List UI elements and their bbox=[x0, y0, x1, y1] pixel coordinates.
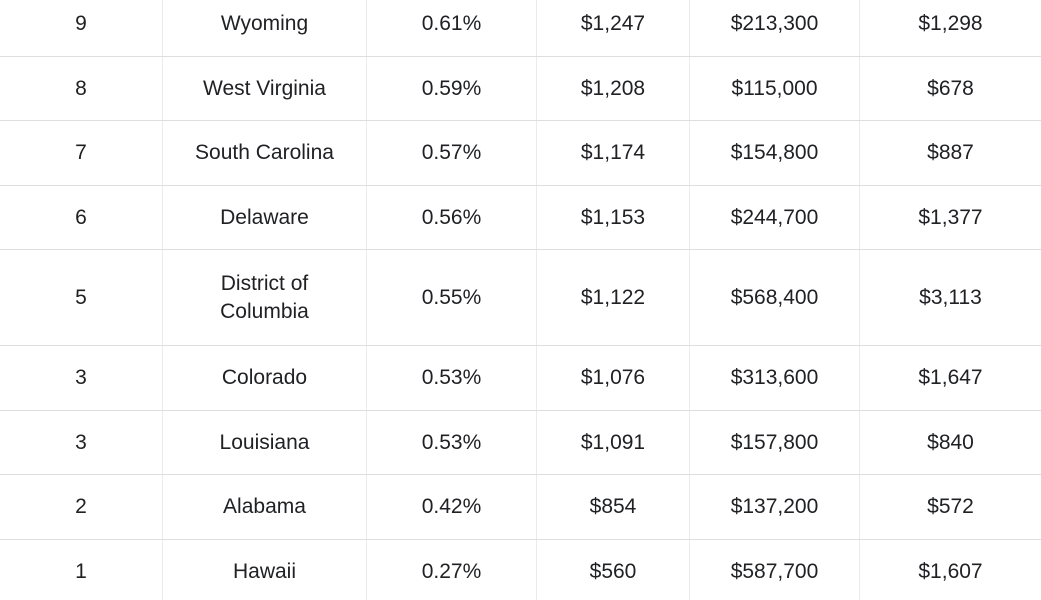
state-cell: Wyoming bbox=[163, 0, 367, 56]
dollar-value-cell-3: $572 bbox=[927, 495, 974, 519]
rank-cell: 1 bbox=[0, 539, 163, 600]
dollar-value-cell-1: $1,247 bbox=[537, 0, 690, 56]
dollar-value-cell-2: $157,800 bbox=[690, 410, 860, 474]
rank-cell: 8 bbox=[0, 56, 163, 120]
dollar-value-cell-1: $1,208 bbox=[537, 56, 690, 120]
dollar-value-cell-1: $1,091 bbox=[537, 410, 690, 474]
dollar-value-cell-3: $840 bbox=[927, 430, 974, 454]
dollar-value-cell-3: $3,113 bbox=[919, 285, 982, 309]
dollar-value-cell-1: $1,174 bbox=[537, 121, 690, 185]
dollar-value-cell-2: $154,800 bbox=[690, 121, 860, 185]
dollar-value-cell-2: $137,200 bbox=[690, 475, 860, 539]
dollar-value-cell-3: $1,298 bbox=[918, 12, 983, 36]
dollar-value-cell-1: $1,153 bbox=[537, 185, 690, 249]
dollar-value-cell-1: $560 bbox=[537, 539, 690, 600]
dollar-value-cell-3: $1,377 bbox=[918, 205, 983, 229]
table-row: 7 South Carolina 0.57% $1,174 $154,800 $… bbox=[0, 121, 1041, 186]
state-cell: Colorado bbox=[163, 346, 367, 410]
dollar-value-cell-1: $1,076 bbox=[537, 346, 690, 410]
rank-cell: 3 bbox=[0, 410, 163, 474]
state-cell: West Virginia bbox=[163, 56, 367, 120]
table-row: 5 District of Columbia 0.55% $1,122 $568… bbox=[0, 250, 1041, 346]
state-cell: South Carolina bbox=[163, 121, 367, 185]
percent-cell: 0.61% bbox=[367, 0, 537, 56]
dollar-value-cell-2: $313,600 bbox=[690, 346, 860, 410]
table-row: 2 Alabama 0.42% $854 $137,200 $572 bbox=[0, 475, 1041, 540]
percent-cell: 0.53% bbox=[367, 346, 537, 410]
dollar-value-cell-2: $213,300 bbox=[690, 0, 860, 56]
percent-cell: 0.56% bbox=[367, 185, 537, 249]
rank-cell: 6 bbox=[0, 185, 163, 249]
table-row: 6 Delaware 0.56% $1,153 $244,700 $1,377 bbox=[0, 185, 1041, 250]
state-cell: Delaware bbox=[163, 185, 367, 249]
state-cell: District of Columbia bbox=[163, 250, 367, 345]
rank-cell: 2 bbox=[0, 475, 163, 539]
percent-cell: 0.59% bbox=[367, 56, 537, 120]
dollar-value-cell-3: $678 bbox=[927, 76, 974, 100]
table-row: 1 Hawaii 0.27% $560 $587,700 $1,607 bbox=[0, 539, 1041, 600]
dollar-value-cell-1: $1,122 bbox=[537, 250, 690, 345]
rank-cell: 9 bbox=[0, 0, 163, 56]
percent-cell: 0.55% bbox=[367, 250, 537, 345]
percent-cell: 0.53% bbox=[367, 410, 537, 474]
state-cell: Louisiana bbox=[163, 410, 367, 474]
table-row: 3 Louisiana 0.53% $1,091 $157,800 $840 bbox=[0, 410, 1041, 475]
dollar-value-cell-2: $587,700 bbox=[690, 539, 860, 600]
rank-cell: 7 bbox=[0, 121, 163, 185]
rank-cell: 5 bbox=[0, 250, 163, 345]
percent-cell: 0.57% bbox=[367, 121, 537, 185]
table-row: 8 West Virginia 0.59% $1,208 $115,000 $6… bbox=[0, 56, 1041, 121]
dollar-value-cell-2: $568,400 bbox=[690, 250, 860, 345]
percent-cell: 0.27% bbox=[367, 539, 537, 600]
percent-cell: 0.42% bbox=[367, 475, 537, 539]
dollar-value-cell-3: $1,607 bbox=[918, 559, 983, 583]
state-cell: Hawaii bbox=[163, 539, 367, 600]
dollar-value-cell-2: $244,700 bbox=[690, 185, 860, 249]
rank-cell: 3 bbox=[0, 346, 163, 410]
table-row: 9 Wyoming 0.61% $1,247 $213,300 $1,298 bbox=[0, 0, 1041, 57]
state-cell: Alabama bbox=[163, 475, 367, 539]
dollar-value-cell-3: $887 bbox=[927, 141, 974, 165]
dollar-value-cell-2: $115,000 bbox=[690, 56, 860, 120]
table-row: 3 Colorado 0.53% $1,076 $313,600 $1,647 bbox=[0, 346, 1041, 411]
dollar-value-cell-3: $1,647 bbox=[918, 366, 983, 390]
dollar-value-cell-1: $854 bbox=[537, 475, 690, 539]
